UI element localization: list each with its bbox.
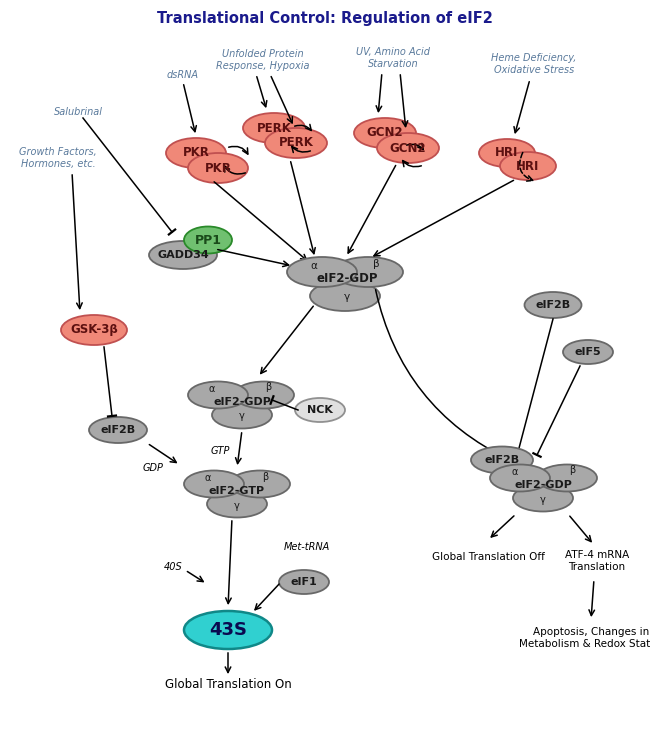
Ellipse shape <box>377 133 439 163</box>
Text: UV, Amino Acid
Starvation: UV, Amino Acid Starvation <box>356 47 430 69</box>
Ellipse shape <box>310 281 380 311</box>
Text: β: β <box>569 465 575 475</box>
Text: α: α <box>205 473 211 483</box>
Ellipse shape <box>525 292 582 318</box>
Text: GSK-3β: GSK-3β <box>70 323 118 336</box>
Text: PP1: PP1 <box>194 234 222 247</box>
Text: γ: γ <box>540 495 546 505</box>
Ellipse shape <box>212 401 272 429</box>
Text: eIF2-GTP: eIF2-GTP <box>209 486 265 496</box>
Text: Salubrinal: Salubrinal <box>53 107 103 117</box>
Text: HRI: HRI <box>516 160 540 173</box>
Text: NCK: NCK <box>307 405 333 415</box>
Ellipse shape <box>207 491 267 518</box>
Ellipse shape <box>479 139 535 167</box>
Text: ATF-4 mRNA
Translation: ATF-4 mRNA Translation <box>565 551 629 571</box>
Text: eIF1: eIF1 <box>291 577 317 587</box>
Ellipse shape <box>230 471 290 498</box>
Ellipse shape <box>563 340 613 364</box>
Text: GCN2: GCN2 <box>390 141 426 155</box>
Text: γ: γ <box>239 411 245 421</box>
Text: γ: γ <box>234 501 240 511</box>
Ellipse shape <box>471 447 533 474</box>
Ellipse shape <box>89 417 147 443</box>
Text: Translational Control: Regulation of eIF2: Translational Control: Regulation of eIF… <box>157 10 493 25</box>
Text: GCN2: GCN2 <box>367 126 403 140</box>
Ellipse shape <box>279 570 329 594</box>
Ellipse shape <box>149 241 217 269</box>
Text: PERK: PERK <box>257 122 291 134</box>
Text: eIF2B: eIF2B <box>484 455 519 465</box>
Ellipse shape <box>295 398 345 422</box>
Text: eIF2-GDP: eIF2-GDP <box>213 397 271 407</box>
Ellipse shape <box>184 471 244 498</box>
Ellipse shape <box>234 382 294 409</box>
Ellipse shape <box>188 153 248 183</box>
Text: α: α <box>311 261 317 271</box>
Ellipse shape <box>354 118 416 148</box>
Ellipse shape <box>265 128 327 158</box>
Ellipse shape <box>333 257 403 287</box>
Ellipse shape <box>184 226 232 253</box>
Text: eIF5: eIF5 <box>575 347 601 357</box>
Ellipse shape <box>61 315 127 345</box>
Ellipse shape <box>490 465 550 492</box>
Text: Met-tRNA: Met-tRNA <box>284 542 330 552</box>
Ellipse shape <box>513 485 573 512</box>
Text: PKR: PKR <box>205 161 231 175</box>
Text: eIF2-GDP: eIF2-GDP <box>514 480 572 490</box>
Text: β: β <box>265 382 271 392</box>
Text: Growth Factors,
Hormones, etc.: Growth Factors, Hormones, etc. <box>19 147 97 169</box>
Text: α: α <box>209 384 215 394</box>
Ellipse shape <box>166 138 226 168</box>
Text: eIF2B: eIF2B <box>536 300 571 310</box>
Text: Global Translation Off: Global Translation Off <box>432 552 545 562</box>
Text: Apoptosis, Changes in
Metabolism & Redox Status: Apoptosis, Changes in Metabolism & Redox… <box>519 627 650 649</box>
Ellipse shape <box>287 257 357 287</box>
Text: β: β <box>372 259 380 269</box>
Text: PKR: PKR <box>183 146 209 160</box>
Ellipse shape <box>500 152 556 180</box>
Text: GDP: GDP <box>142 463 163 473</box>
Text: eIF2-GDP: eIF2-GDP <box>317 273 378 285</box>
Text: GTP: GTP <box>211 446 229 456</box>
Text: α: α <box>512 467 518 477</box>
Text: 40S: 40S <box>164 562 183 572</box>
Text: Unfolded Protein
Response, Hypoxia: Unfolded Protein Response, Hypoxia <box>216 49 310 71</box>
Ellipse shape <box>188 382 248 409</box>
Text: 43S: 43S <box>209 621 247 639</box>
Text: dsRNA: dsRNA <box>167 70 199 80</box>
Text: PERK: PERK <box>279 137 313 149</box>
Text: γ: γ <box>344 292 350 302</box>
Ellipse shape <box>184 611 272 649</box>
Text: GADD34: GADD34 <box>157 250 209 260</box>
Ellipse shape <box>243 113 305 143</box>
Text: HRI: HRI <box>495 146 519 160</box>
Text: Heme Deficiency,
Oxidative Stress: Heme Deficiency, Oxidative Stress <box>491 53 577 75</box>
Text: eIF2B: eIF2B <box>101 425 136 435</box>
Text: Global Translation On: Global Translation On <box>164 678 291 692</box>
Text: β: β <box>262 472 268 482</box>
Ellipse shape <box>537 465 597 492</box>
